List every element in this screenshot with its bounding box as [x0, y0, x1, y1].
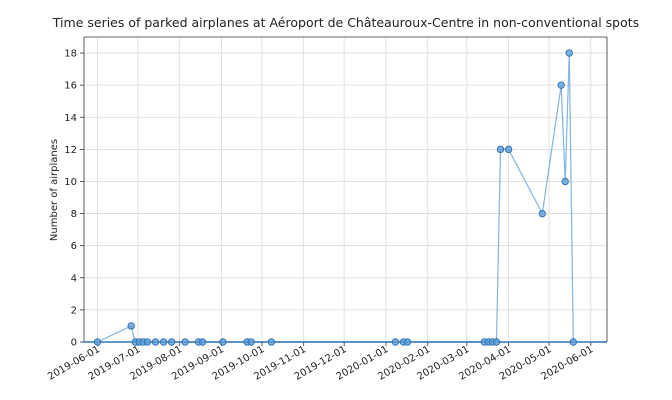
y-tick-label: 2	[71, 305, 77, 316]
y-tick-label: 10	[64, 177, 77, 188]
data-point	[557, 81, 565, 89]
data-point	[538, 209, 546, 218]
data-point	[561, 177, 569, 186]
y-tick-label: 8	[71, 209, 77, 220]
data-point	[492, 338, 501, 346]
data-point	[93, 338, 102, 346]
x-axis: 2019-06-012019-07-012019-08-012019-09-01…	[46, 342, 595, 383]
series-line	[97, 53, 574, 343]
data-point	[127, 322, 135, 330]
y-tick-label: 0	[71, 338, 77, 349]
data-point	[565, 49, 573, 57]
data-point	[151, 338, 160, 346]
y-axis-label: Number of airplanes	[49, 139, 60, 241]
data-point	[247, 338, 255, 346]
data-point	[181, 338, 189, 346]
y-tick-label: 16	[64, 81, 77, 92]
data-point	[569, 338, 577, 346]
data-point	[167, 338, 176, 346]
data-point	[143, 338, 152, 346]
data-point	[198, 338, 207, 346]
data-point	[403, 338, 412, 346]
y-tick-label: 18	[64, 49, 77, 60]
grid	[84, 37, 607, 343]
y-tick-label: 6	[71, 241, 77, 252]
series-layer	[84, 49, 607, 346]
y-tick-label: 4	[71, 273, 77, 284]
chart-title: Time series of parked airplanes at Aérop…	[52, 15, 639, 30]
y-axis: 0 2 4 6 8 10 12 14 16 18	[64, 36, 608, 349]
data-point	[504, 145, 513, 154]
data-point	[391, 338, 400, 346]
y-tick-label: 12	[64, 145, 77, 156]
y-tick-label: 14	[64, 113, 77, 124]
data-point	[159, 338, 168, 346]
data-point	[496, 145, 505, 154]
data-point	[267, 338, 276, 346]
data-point	[219, 338, 227, 346]
